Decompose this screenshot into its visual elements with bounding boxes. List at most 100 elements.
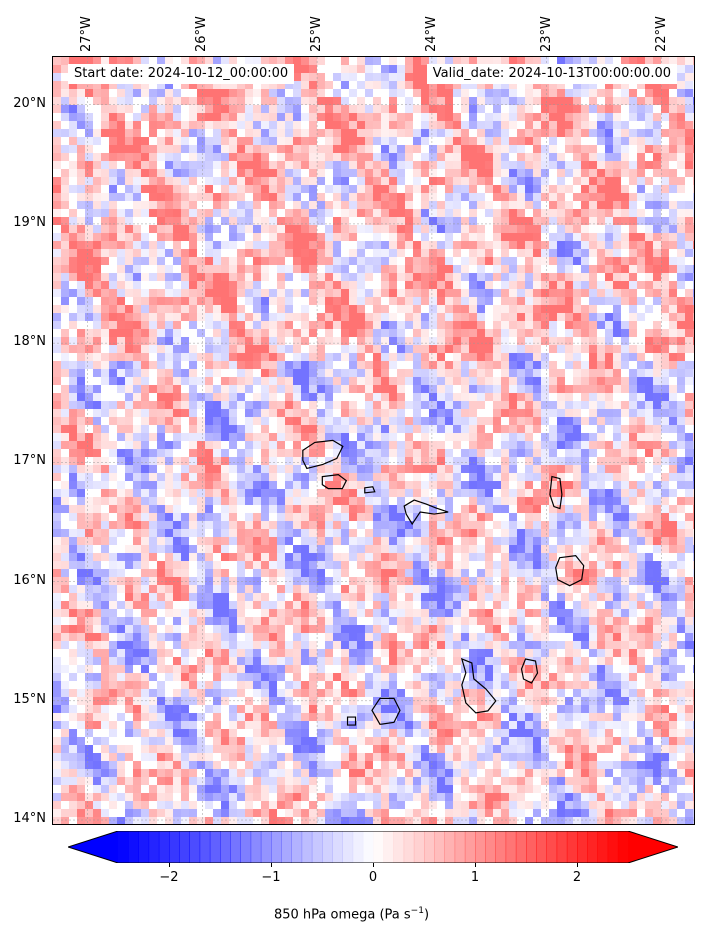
field-cell — [397, 289, 405, 297]
field-cell — [117, 529, 125, 537]
field-cell — [309, 425, 317, 433]
field-cell — [373, 601, 381, 609]
field-cell — [517, 489, 525, 497]
field-cell — [261, 249, 269, 257]
field-cell — [693, 161, 694, 169]
field-cell — [357, 353, 365, 361]
field-cell — [133, 393, 141, 401]
field-cell — [469, 545, 477, 553]
field-cell — [69, 113, 77, 121]
field-cell — [381, 569, 389, 577]
field-cell — [669, 473, 677, 481]
field-cell — [373, 185, 381, 193]
field-cell — [589, 433, 597, 441]
field-cell — [509, 425, 517, 433]
field-cell — [485, 289, 493, 297]
field-cell — [509, 201, 517, 209]
field-cell — [197, 601, 205, 609]
field-cell — [549, 105, 557, 113]
field-cell — [541, 577, 549, 585]
field-cell — [645, 145, 653, 153]
field-cell — [301, 81, 309, 89]
field-cell — [453, 377, 461, 385]
field-cell — [637, 153, 645, 161]
field-cell — [173, 481, 181, 489]
field-cell — [677, 553, 685, 561]
field-cell — [205, 497, 213, 505]
field-cell — [477, 361, 485, 369]
field-cell — [149, 409, 157, 417]
field-cell — [493, 121, 501, 129]
field-cell — [613, 297, 621, 305]
field-cell — [541, 185, 549, 193]
field-cell — [77, 473, 85, 481]
field-cell — [445, 481, 453, 489]
field-cell — [429, 81, 437, 89]
field-cell — [573, 193, 581, 201]
field-cell — [149, 201, 157, 209]
field-cell — [541, 329, 549, 337]
field-cell — [317, 177, 325, 185]
field-cell — [229, 425, 237, 433]
field-cell — [325, 137, 333, 145]
field-cell — [253, 305, 261, 313]
field-cell — [485, 593, 493, 601]
field-cell — [189, 449, 197, 457]
field-cell — [381, 545, 389, 553]
field-cell — [645, 241, 653, 249]
field-cell — [605, 537, 613, 545]
field-cell — [477, 529, 485, 537]
field-cell — [365, 329, 373, 337]
field-cell — [381, 129, 389, 137]
field-cell — [669, 257, 677, 265]
field-cell — [109, 369, 117, 377]
field-cell — [509, 377, 517, 385]
field-cell — [309, 105, 317, 113]
field-cell — [565, 337, 573, 345]
field-cell — [221, 609, 229, 617]
field-cell — [133, 321, 141, 329]
field-cell — [533, 457, 541, 465]
field-cell — [693, 385, 694, 393]
field-cell — [677, 385, 685, 393]
field-cell — [269, 553, 277, 561]
field-cell — [629, 417, 637, 425]
field-cell — [389, 121, 397, 129]
field-cell — [381, 361, 389, 369]
field-cell — [173, 497, 181, 505]
field-cell — [677, 537, 685, 545]
field-cell — [493, 265, 501, 273]
field-cell — [125, 217, 133, 225]
field-cell — [533, 513, 541, 521]
field-cell — [373, 593, 381, 601]
field-cell — [285, 481, 293, 489]
field-cell — [173, 433, 181, 441]
field-cell — [605, 337, 613, 345]
field-cell — [205, 153, 213, 161]
field-cell — [533, 225, 541, 233]
field-cell — [685, 297, 693, 305]
field-cell — [301, 57, 309, 65]
field-cell — [685, 345, 693, 353]
field-cell — [541, 305, 549, 313]
field-cell — [541, 529, 549, 537]
field-cell — [341, 265, 349, 273]
field-cell — [685, 577, 693, 585]
field-cell — [645, 433, 653, 441]
field-cell — [277, 249, 285, 257]
field-cell — [669, 409, 677, 417]
field-cell — [669, 345, 677, 353]
field-cell — [661, 361, 669, 369]
field-cell — [133, 441, 141, 449]
field-cell — [285, 473, 293, 481]
field-cell — [301, 585, 309, 593]
field-cell — [365, 417, 373, 425]
field-cell — [69, 417, 77, 425]
field-cell — [269, 345, 277, 353]
field-cell — [221, 601, 229, 609]
field-cell — [549, 369, 557, 377]
field-cell — [293, 113, 301, 121]
field-cell — [253, 417, 261, 425]
field-cell — [589, 441, 597, 449]
field-cell — [141, 425, 149, 433]
